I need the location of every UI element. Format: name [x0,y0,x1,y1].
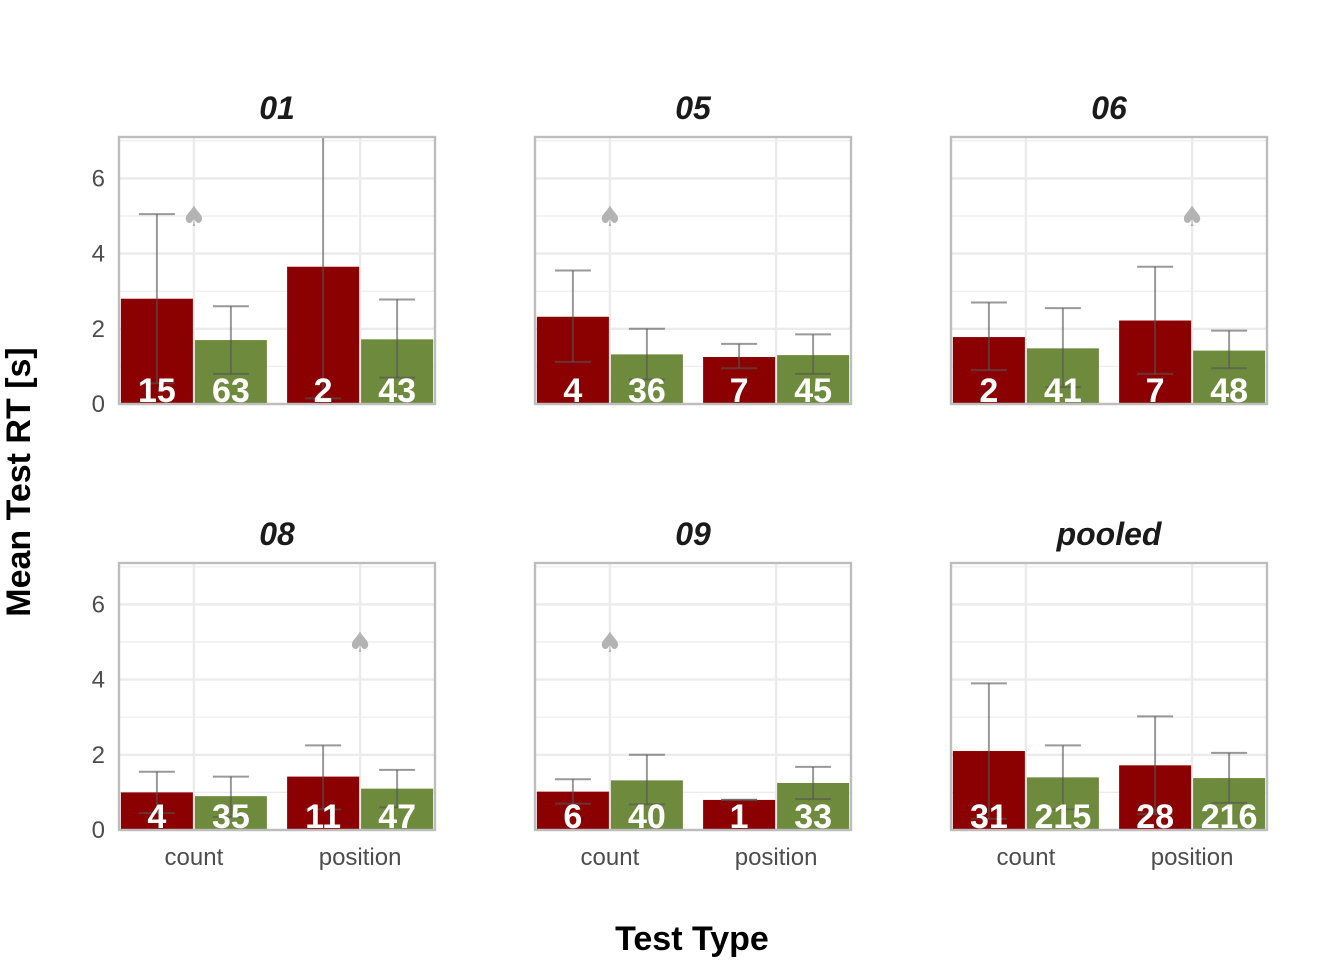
error-bar-count-group2 [1044,744,1081,811]
bar-count-label: 47 [378,798,416,836]
facet-panel-08: 08 4 35 11 47 ♠ 0 2 4 6 count position [92,516,437,871]
error-bar-position-group2 [795,765,832,801]
error-bar-position-group2 [795,333,832,375]
bar-count-label: 6 [563,798,582,836]
facet-panel-05: 05 4 36 7 45 ♠ [533,90,853,410]
panel-border [533,135,853,406]
significance-marker: ♠ [348,626,373,659]
error-bar-count-group2 [212,305,249,375]
error-bar-count-group1 [138,213,175,385]
error-bar-count-group1 [970,301,1007,372]
facet-panel-09: 09 6 40 1 33 ♠ count position [533,516,853,871]
bar-count-label: 33 [794,798,832,836]
bar-count-label: 43 [378,372,416,410]
bar-count-label: 41 [1044,372,1082,410]
facet-title: pooled [1056,516,1163,552]
panel-border [117,135,437,406]
bar-count-label: 40 [628,798,666,836]
y-tick-label: 2 [92,316,105,343]
panel-border [949,135,1269,406]
panel-border [533,561,853,832]
error-bar-position-group2 [379,298,416,379]
significance-marker: ♠ [181,200,206,233]
bar-count-label: 11 [305,798,341,836]
significance-marker: ♠ [1180,200,1205,233]
bar-count-label: 28 [1136,798,1174,836]
bar-count-label: 7 [1146,372,1165,410]
facet-title: 05 [675,90,712,126]
bar-count-label: 31 [970,798,1008,836]
y-tick-label: 0 [92,391,105,418]
facet-title: 08 [259,516,295,552]
panel-content: 4 35 11 47 [120,744,434,836]
bar-count-label: 2 [314,372,333,410]
bar-count-label: 36 [628,372,666,410]
x-tick-label: position [319,844,402,871]
bar-count-label: 1 [730,798,749,836]
error-bar-position-group1 [305,137,342,400]
bar-count-label: 63 [212,372,250,410]
y-tick-label: 0 [92,817,105,844]
bar-count-label: 4 [147,798,166,836]
error-bar-position-group1 [1137,265,1174,375]
bar-position-group1 [703,799,776,830]
error-bar-count-group2 [628,753,665,806]
x-tick-label: position [1151,844,1234,871]
error-bar-count-group1 [554,269,591,363]
y-axis-title: Mean Test RT [s] [0,347,38,617]
bar-count-label: 15 [138,372,176,410]
panel-border [949,561,1269,832]
panel-border [117,561,437,832]
facet-panel-01: 01 15 63 2 43 ♠ 0 2 4 6 [92,90,437,418]
significance-marker: ♠ [597,200,622,233]
x-tick-label: count [165,844,224,871]
panel-content: 6 40 1 33 [536,753,850,836]
facet-title: 06 [1091,90,1127,126]
y-tick-label: 2 [92,742,105,769]
bar-count-label: 4 [563,372,582,410]
error-bar-position-group2 [1211,751,1248,804]
y-tick-label: 4 [92,241,105,268]
error-bar-count-group1 [970,682,1007,820]
bar-count-label: 216 [1201,798,1258,836]
error-bar-count-group2 [212,775,249,818]
bar-count-label: 45 [794,372,832,410]
facet-panel-06: 06 2 41 7 48 ♠ [949,90,1269,410]
error-bar-count-group1 [554,778,591,805]
x-tick-label: count [997,844,1056,871]
error-bar-position-group1 [1137,715,1174,816]
bar-count-label: 35 [212,798,250,836]
y-tick-label: 6 [92,165,105,192]
error-bar-count-group2 [628,327,665,381]
facet-title: 09 [675,516,711,552]
bar-count-label: 48 [1210,372,1248,410]
bar-count-label: 7 [730,372,749,410]
bar-count-label: 2 [979,372,998,410]
error-bar-position-group2 [1211,329,1248,370]
facet-panel-pooled: pooled 31 215 28 216 count position [949,516,1269,871]
y-tick-label: 4 [92,667,105,694]
bar-count-label: 215 [1035,798,1092,836]
y-tick-label: 6 [92,591,105,618]
error-bar-count-group2 [1044,307,1081,389]
error-bar-position-group1 [305,744,342,811]
error-bar-position-group2 [379,768,416,809]
x-axis-title: Test Type [615,920,769,958]
panel-content: 2 41 7 48 [952,265,1266,410]
x-tick-label: position [735,844,818,871]
x-tick-label: count [581,844,640,871]
panel-content: 4 36 7 45 [536,269,850,410]
error-bar-position-group1 [721,342,758,370]
significance-marker: ♠ [597,626,622,659]
error-bar-count-group1 [138,770,175,815]
panel-content: 15 63 2 43 [120,137,434,410]
panel-content: 31 215 28 216 [952,682,1266,836]
facet-title: 01 [259,90,295,126]
